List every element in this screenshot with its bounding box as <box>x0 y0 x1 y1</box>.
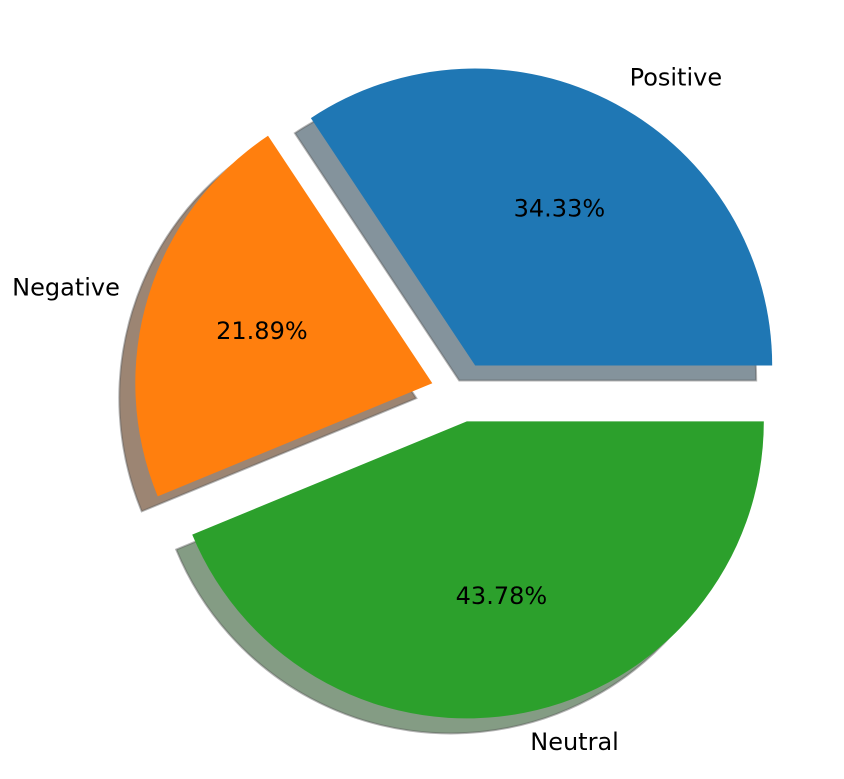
pie-label-negative: Negative <box>12 274 120 302</box>
pie-pct-positive: 34.33% <box>514 195 606 223</box>
pie-slice-positive <box>310 68 773 366</box>
pie-slice-negative <box>135 135 433 497</box>
pie-slice-neutral <box>192 421 764 719</box>
pie-pct-neutral: 43.78% <box>456 582 548 610</box>
label-layer: Positive 34.33% Negative 21.89% Neutral 43.78… <box>12 64 722 756</box>
pie-label-neutral: Neutral <box>530 728 619 756</box>
pie-label-positive: Positive <box>630 64 723 92</box>
pie-pct-negative: 21.89% <box>216 317 308 345</box>
slice-layer <box>135 68 773 719</box>
